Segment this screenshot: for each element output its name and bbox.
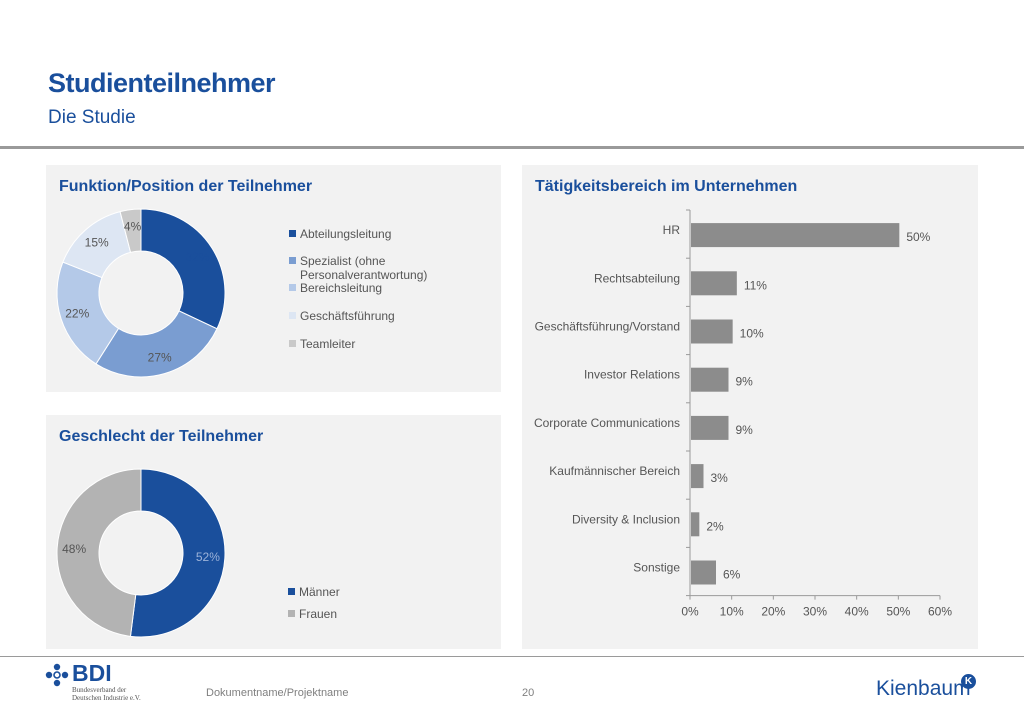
legend-label: Geschäftsführung: [300, 309, 395, 323]
donut-slice-label: 52%: [196, 550, 220, 564]
legend-swatch: [289, 340, 296, 347]
kienbaum-logo-text: Kienbaum: [876, 677, 971, 700]
legend-swatch: [289, 312, 296, 319]
legend-swatch: [289, 230, 296, 237]
legend-label: Teamleiter: [300, 337, 356, 351]
legend-geschlecht: Männer Frauen: [288, 585, 488, 635]
category-label: Geschäftsführung/Vorstand: [535, 320, 680, 334]
donut-slice: [56, 261, 120, 365]
x-tick-label: 50%: [886, 605, 910, 619]
panel-funktion: Funktion/Position der Teilnehmer 32% 27% 2…: [46, 165, 501, 392]
bar-value-label: 9%: [736, 375, 754, 389]
category-label: Kaufmännischer Bereich: [549, 464, 680, 478]
legend-label: Frauen: [299, 607, 338, 621]
legend-swatch: [289, 284, 296, 291]
bar-value-label: 2%: [706, 519, 724, 533]
x-tick-label: 10%: [720, 605, 744, 619]
donut-slice-label: 32%: [186, 250, 210, 264]
bar: [691, 464, 704, 489]
category-label: HR: [663, 223, 681, 237]
category-label: Rechtsabteilung: [594, 271, 680, 285]
x-tick-label: 60%: [928, 605, 952, 619]
legend-label: Männer: [299, 585, 340, 599]
bar-value-label: 6%: [723, 568, 741, 582]
footer-divider: [0, 656, 1024, 657]
page-title: Studienteilnehmer: [48, 68, 276, 98]
bdi-logo-subtext: Bundesverband der Deutschen Industrie e.…: [72, 686, 141, 702]
donut-slice: [95, 310, 218, 378]
bar: [691, 560, 716, 585]
legend-swatch: [289, 257, 296, 264]
legend-swatch: [288, 610, 295, 617]
header-divider: [0, 146, 1024, 149]
donut-slice-label: 27%: [148, 350, 172, 364]
bar-value-label: 11%: [744, 278, 767, 292]
chart-title-funktion: Funktion/Position der Teilnehmer: [59, 178, 313, 195]
legend-swatch: [288, 588, 295, 595]
chart-title-taetigkeit: Tätigkeitsbereich im Unternehmen: [535, 178, 798, 195]
legend-funktion: Abteilungsleitung Spezialist (ohne Person…: [289, 227, 489, 357]
x-tick-label: 0%: [681, 605, 699, 619]
category-label: Corporate Communications: [534, 416, 680, 430]
donut-chart-funktion: 32% 27% 22% 15% 4%: [56, 208, 226, 378]
bar-value-label: 50%: [906, 230, 930, 244]
donut-slice-label: 15%: [85, 236, 109, 250]
bar-value-label: 9%: [736, 423, 754, 437]
bar: [691, 271, 737, 296]
donut-slice: [119, 208, 142, 253]
donut-slice-label: 48%: [62, 542, 86, 556]
chart-title-geschlecht: Geschlecht der Teilnehmer: [59, 428, 264, 445]
bar: [691, 223, 900, 248]
category-label: Diversity & Inclusion: [572, 512, 680, 526]
legend-label: Abteilungsleitung: [300, 227, 392, 241]
legend-label: Spezialist (ohne Personalverantwortung): [300, 254, 428, 282]
x-tick-label: 30%: [803, 605, 827, 619]
category-label: Investor Relations: [584, 368, 680, 382]
bar-value-label: 3%: [711, 471, 729, 485]
donut-slice-label: 4%: [124, 220, 142, 234]
bdi-logo-text: BDI: [72, 660, 112, 686]
panel-taetigkeit: Tätigkeitsbereich im Unternehmen 0% 10% 20…: [522, 165, 978, 649]
page-subtitle: Die Studie: [48, 107, 136, 128]
donut-slice: [129, 468, 226, 638]
legend-label: Bereichsleitung: [300, 281, 383, 295]
panel-geschlecht: Geschlecht der Teilnehmer 52% 48% Männer F…: [46, 415, 501, 649]
donut-chart-geschlecht: 52% 48%: [56, 468, 226, 638]
bar-value-label: 10%: [740, 327, 764, 341]
footer-doc-name: Dokumentname/Projektname: [206, 687, 349, 699]
x-tick-label: 20%: [761, 605, 785, 619]
donut-slice-label: 22%: [65, 307, 89, 321]
bar: [691, 512, 700, 537]
bar: [691, 367, 729, 392]
donut-slice: [56, 468, 142, 637]
kienbaum-badge-icon: K: [961, 674, 976, 689]
bar: [691, 415, 729, 440]
footer-page-number: 20: [522, 687, 535, 699]
category-label: Sonstige: [633, 561, 680, 575]
bar: [691, 319, 733, 344]
x-tick-label: 40%: [845, 605, 869, 619]
bdi-emblem-icon: [45, 663, 69, 687]
donut-slice: [140, 208, 226, 330]
bar-chart-taetigkeit: 0% 10% 20% 30% 40% 50% 60% HR 50% Rechtsabteilung…: [534, 209, 952, 619]
